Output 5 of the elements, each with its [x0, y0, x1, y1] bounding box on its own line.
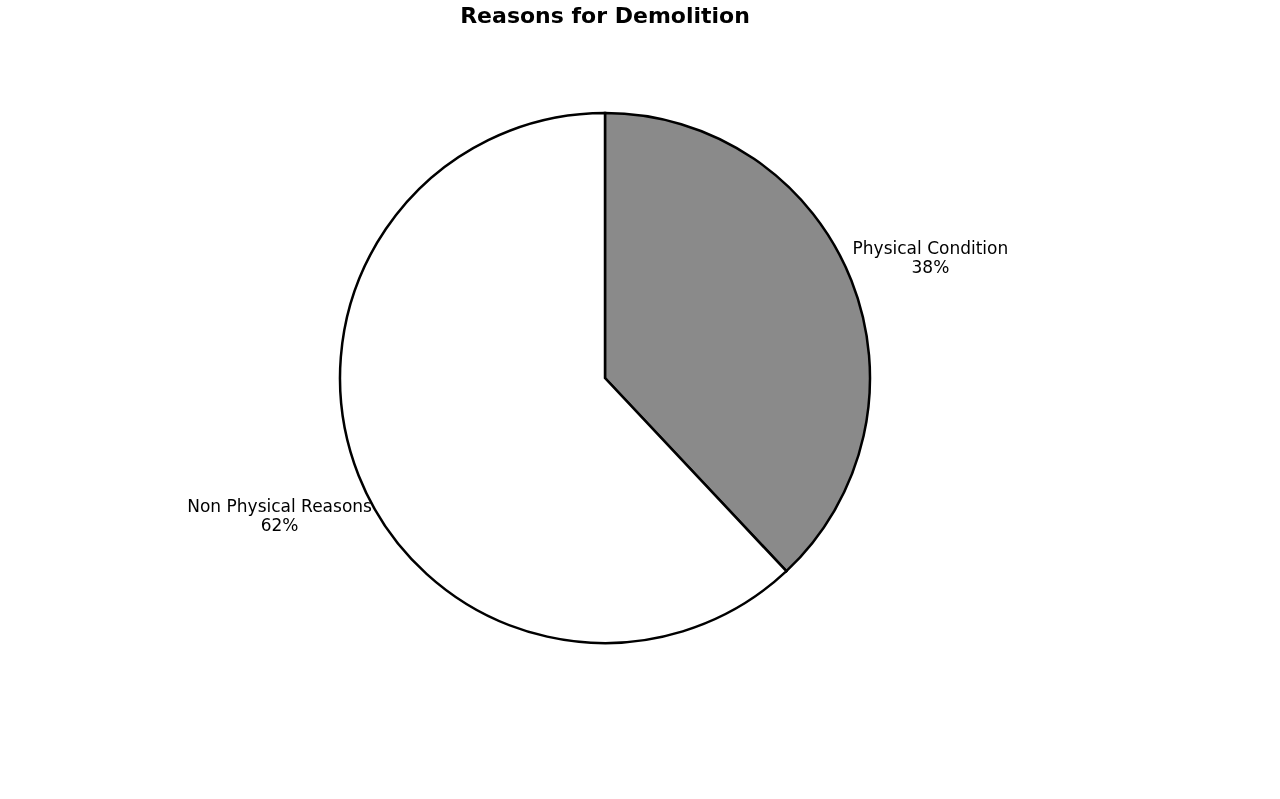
- data-label: 38%: [911, 257, 950, 278]
- slice-label: Physical Condition: [852, 238, 1009, 259]
- data-label: 62%: [260, 514, 299, 535]
- slice-label: Non Physical Reasons: [187, 495, 373, 516]
- chart-title: Reasons for Demolition: [460, 3, 750, 28]
